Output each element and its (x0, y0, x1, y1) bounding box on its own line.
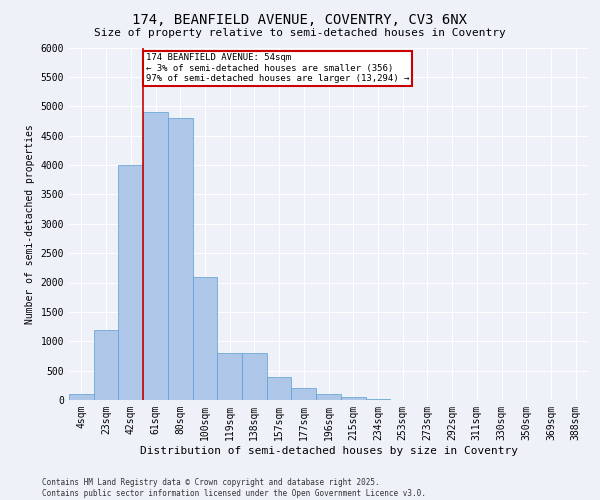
Bar (69, 394, 94, 400)
Bar (242, 353, 267, 400)
Bar (143, 112, 168, 400)
Text: 174 BEANFIELD AVENUE: 54sqm
← 3% of semi-detached houses are smaller (356)
97% o: 174 BEANFIELD AVENUE: 54sqm ← 3% of semi… (146, 54, 409, 83)
Bar (316, 394, 341, 400)
Bar (94, 330, 118, 400)
Y-axis label: Number of semi-detached properties: Number of semi-detached properties (25, 124, 35, 324)
Text: Size of property relative to semi-detached houses in Coventry: Size of property relative to semi-detach… (94, 28, 506, 38)
Bar (193, 276, 217, 400)
Bar (341, 397, 365, 400)
Text: Contains HM Land Registry data © Crown copyright and database right 2025.
Contai: Contains HM Land Registry data © Crown c… (42, 478, 426, 498)
Bar (118, 165, 143, 400)
X-axis label: Distribution of semi-detached houses by size in Coventry: Distribution of semi-detached houses by … (139, 446, 517, 456)
Bar (292, 388, 316, 400)
Bar (217, 353, 242, 400)
Bar (168, 118, 193, 400)
Bar (267, 376, 292, 400)
Text: 174, BEANFIELD AVENUE, COVENTRY, CV3 6NX: 174, BEANFIELD AVENUE, COVENTRY, CV3 6NX (133, 12, 467, 26)
